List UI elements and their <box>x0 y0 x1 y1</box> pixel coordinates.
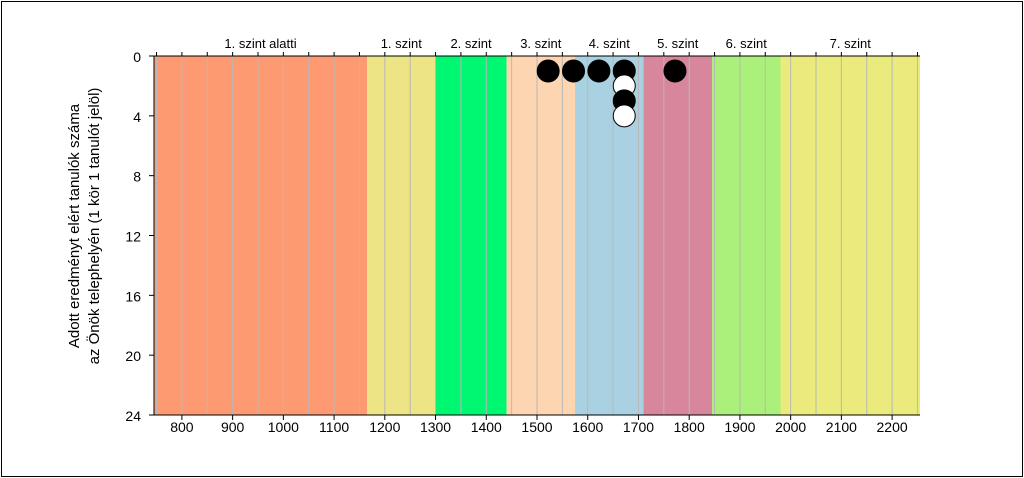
x-tick-label: 1700 <box>623 419 654 435</box>
student-point <box>536 59 560 83</box>
x-tick-label: 1000 <box>268 419 299 435</box>
y-tick-label: 0 <box>133 49 141 65</box>
grid-layer <box>156 56 918 415</box>
student-point <box>587 59 611 83</box>
band-label-4: 3. szint <box>520 36 562 51</box>
x-tick-label: 1900 <box>724 419 755 435</box>
x-tick-label: 1200 <box>369 419 400 435</box>
x-tick-label: 2100 <box>826 419 857 435</box>
x-tick-label: 1500 <box>521 419 552 435</box>
axes-layer <box>149 52 920 420</box>
y-tick-label: 20 <box>125 348 141 364</box>
band-3 <box>435 56 507 415</box>
band-6 <box>643 56 713 415</box>
x-tick-label: 1400 <box>471 419 502 435</box>
y-tick-label: 12 <box>125 229 141 245</box>
x-tick-label: 1600 <box>572 419 603 435</box>
x-tick-label: 900 <box>221 419 245 435</box>
y-tick-label: 8 <box>133 169 141 185</box>
band-layer <box>154 56 920 415</box>
x-tick-label: 2200 <box>877 419 908 435</box>
y-tick-label: 4 <box>133 109 141 125</box>
x-tick-label: 1100 <box>319 419 349 435</box>
band-label-3: 2. szint <box>450 36 492 51</box>
y-tick-label: 16 <box>125 288 141 304</box>
student-point <box>612 104 636 128</box>
y-tick-label: 24 <box>125 408 141 424</box>
band-label-6: 5. szint <box>657 36 699 51</box>
student-point <box>663 59 687 83</box>
x-tick-label: 2000 <box>775 419 806 435</box>
band-7 <box>712 56 781 415</box>
band-label-8: 7. szint <box>830 36 872 51</box>
band-2 <box>367 56 436 415</box>
x-tick-label: 1800 <box>674 419 705 435</box>
y-axis-label-line-2: az Önök telephelyén (1 kör 1 tanulót jel… <box>85 88 103 365</box>
band-label-1: 1. szint alatti <box>224 36 296 51</box>
x-tick-label: 1300 <box>420 419 451 435</box>
band-label-5: 4. szint <box>589 36 631 51</box>
band-1 <box>154 56 368 415</box>
points-layer <box>536 59 687 128</box>
band-label-7: 6. szint <box>726 36 768 51</box>
y-axis-label-line-1: Adott eredményt elért tanulók száma <box>66 103 83 348</box>
student-point <box>562 59 586 83</box>
band-label-2: 1. szint <box>381 36 423 51</box>
band-4 <box>506 56 576 415</box>
band-8 <box>780 56 920 415</box>
x-tick-label: 800 <box>170 419 194 435</box>
labels-layer: 1. szint alatti 1. szint 2. szint 3. szint 4… <box>125 36 907 435</box>
